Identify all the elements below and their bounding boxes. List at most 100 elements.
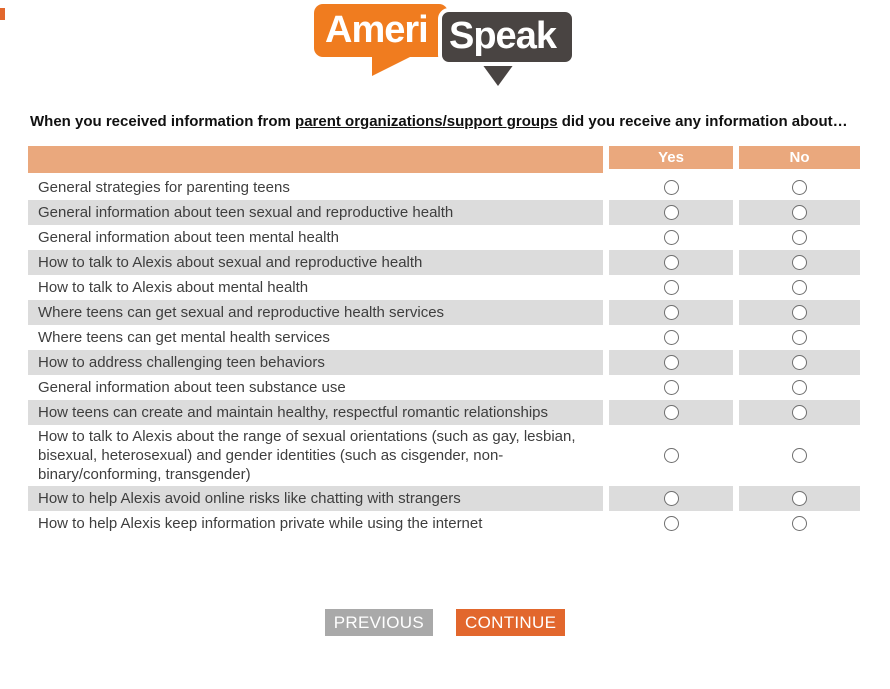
row-label: How to talk to Alexis about the range of… — [28, 425, 603, 486]
no-radio[interactable] — [792, 205, 807, 220]
button-row: PREVIOUS CONTINUE — [0, 609, 890, 636]
question-prefix: When you received information from — [30, 113, 296, 130]
yes-radio[interactable] — [663, 516, 679, 531]
yes-cell — [609, 400, 733, 425]
table-row: How to help Alexis keep information priv… — [28, 511, 860, 536]
no-cell — [739, 511, 860, 536]
survey-table-body: General strategies for parenting teens Ge… — [28, 175, 860, 536]
row-label: How to talk to Alexis about sexual and r… — [28, 250, 603, 275]
yes-cell — [609, 375, 733, 400]
no-radio[interactable] — [792, 448, 807, 463]
yes-cell — [609, 300, 733, 325]
row-label: Where teens can get mental health servic… — [28, 325, 603, 350]
no-radio[interactable] — [792, 280, 807, 295]
question-underlined-phrase: parent organizations/support groups — [295, 113, 558, 130]
yes-cell — [609, 250, 733, 275]
header-no-label: No — [739, 146, 860, 169]
yes-cell — [609, 325, 733, 350]
row-label: General strategies for parenting teens — [28, 175, 603, 200]
row-label: How to help Alexis avoid online risks li… — [28, 486, 603, 511]
logo-speak-bubble: Speak — [438, 8, 576, 66]
survey-table: Yes No General strategies for parenting … — [28, 146, 860, 536]
yes-radio[interactable] — [663, 180, 679, 195]
logo-dark-tail-icon — [482, 64, 514, 86]
yes-cell — [609, 275, 733, 300]
no-radio[interactable] — [792, 405, 807, 420]
row-label: How to talk to Alexis about mental healt… — [28, 275, 603, 300]
yes-radio[interactable] — [663, 255, 679, 270]
row-label: General information about teen substance… — [28, 375, 603, 400]
yes-cell — [609, 511, 733, 536]
no-cell — [739, 486, 860, 511]
amerispeak-logo: Ameri Speak — [314, 2, 576, 90]
survey-page: Ameri Speak When you received informatio… — [0, 2, 890, 636]
question-text: When you received information from paren… — [30, 112, 860, 131]
header-yes-label: Yes — [609, 146, 733, 169]
logo-speak-text: Speak — [449, 15, 557, 57]
corner-artifact — [0, 8, 5, 20]
table-row: How to address challenging teen behavior… — [28, 350, 860, 375]
table-row: How teens can create and maintain health… — [28, 400, 860, 425]
table-row: How to talk to Alexis about the range of… — [28, 425, 860, 486]
no-cell — [739, 325, 860, 350]
yes-radio[interactable] — [663, 305, 679, 320]
yes-cell — [609, 175, 733, 200]
yes-radio[interactable] — [663, 205, 679, 220]
no-cell — [739, 175, 860, 200]
table-header-row: Yes No — [28, 146, 860, 173]
no-radio[interactable] — [792, 230, 807, 245]
no-cell — [739, 275, 860, 300]
no-radio[interactable] — [792, 330, 807, 345]
table-row: How to talk to Alexis about mental healt… — [28, 275, 860, 300]
yes-radio[interactable] — [663, 355, 679, 370]
no-cell — [739, 425, 860, 486]
yes-cell — [609, 200, 733, 225]
no-cell — [739, 200, 860, 225]
no-radio[interactable] — [792, 355, 807, 370]
table-row: General information about teen mental he… — [28, 225, 860, 250]
yes-cell — [609, 425, 733, 486]
row-label: How teens can create and maintain health… — [28, 400, 603, 425]
table-row: General information about teen sexual an… — [28, 200, 860, 225]
yes-radio[interactable] — [663, 405, 679, 420]
no-radio[interactable] — [792, 380, 807, 395]
logo-ameri-text: Ameri — [325, 9, 429, 51]
previous-button[interactable]: PREVIOUS — [324, 609, 434, 636]
yes-cell — [609, 350, 733, 375]
question-suffix: did you receive any information about… — [557, 113, 848, 130]
row-label: General information about teen sexual an… — [28, 200, 603, 225]
no-radio[interactable] — [792, 255, 807, 270]
yes-radio[interactable] — [663, 380, 679, 395]
row-label: Where teens can get sexual and reproduct… — [28, 300, 603, 325]
continue-button[interactable]: CONTINUE — [456, 609, 566, 636]
table-row: How to talk to Alexis about sexual and r… — [28, 250, 860, 275]
no-cell — [739, 300, 860, 325]
no-radio[interactable] — [792, 491, 807, 506]
no-radio[interactable] — [792, 305, 807, 320]
yes-radio[interactable] — [663, 330, 679, 345]
table-row: Where teens can get mental health servic… — [28, 325, 860, 350]
yes-radio[interactable] — [663, 230, 679, 245]
table-row: General strategies for parenting teens — [28, 175, 860, 200]
no-radio[interactable] — [792, 180, 807, 195]
yes-radio[interactable] — [663, 448, 679, 463]
row-label: How to help Alexis keep information priv… — [28, 511, 603, 536]
row-label: How to address challenging teen behavior… — [28, 350, 603, 375]
no-cell — [739, 350, 860, 375]
table-row: How to help Alexis avoid online risks li… — [28, 486, 860, 511]
header-question-cell — [28, 146, 603, 173]
no-cell — [739, 400, 860, 425]
yes-radio[interactable] — [663, 491, 679, 506]
yes-cell — [609, 225, 733, 250]
table-row: Where teens can get sexual and reproduct… — [28, 300, 860, 325]
row-label: General information about teen mental he… — [28, 225, 603, 250]
no-cell — [739, 250, 860, 275]
yes-radio[interactable] — [663, 280, 679, 295]
yes-cell — [609, 486, 733, 511]
no-cell — [739, 375, 860, 400]
table-row: General information about teen substance… — [28, 375, 860, 400]
no-radio[interactable] — [792, 516, 807, 531]
no-cell — [739, 225, 860, 250]
logo-ameri-bubble: Ameri — [314, 4, 448, 57]
logo-orange-tail-icon — [372, 56, 412, 76]
